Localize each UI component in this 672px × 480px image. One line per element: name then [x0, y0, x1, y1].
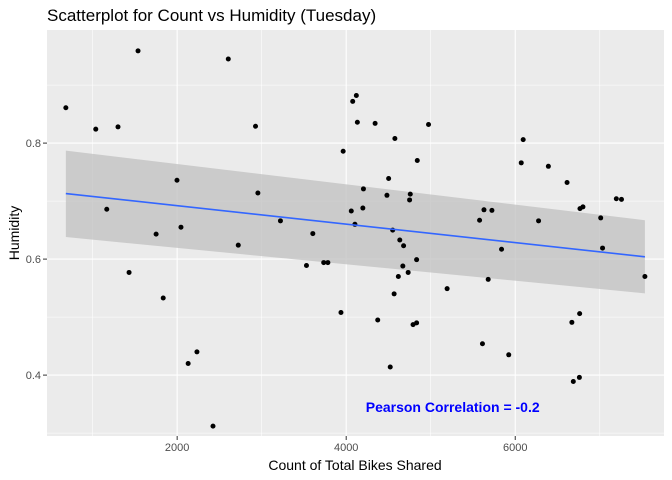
- data-point: [321, 260, 327, 266]
- regression-line: [65, 192, 645, 258]
- data-point: [210, 423, 216, 429]
- data-point: [235, 242, 241, 248]
- data-point: [618, 196, 624, 202]
- y-tick-label: 0.4: [26, 370, 41, 382]
- x-axis-title: Count of Total Bikes Shared: [268, 457, 441, 473]
- data-point: [520, 137, 526, 143]
- data-point: [499, 246, 505, 252]
- data-point: [338, 309, 344, 315]
- data-point: [225, 56, 231, 62]
- data-point: [135, 48, 141, 54]
- y-axis-title: Humidity: [6, 206, 22, 260]
- data-point: [277, 218, 283, 224]
- data-point: [353, 93, 359, 99]
- data-point: [414, 257, 420, 263]
- x-tick-label: 2000: [165, 442, 189, 454]
- data-point: [93, 126, 99, 132]
- data-point: [577, 311, 583, 317]
- data-point: [153, 231, 159, 237]
- data-point: [384, 192, 390, 198]
- data-point: [391, 291, 397, 297]
- data-point: [426, 122, 432, 128]
- data-point: [360, 186, 366, 192]
- data-point: [354, 119, 360, 125]
- data-point: [63, 105, 69, 111]
- data-point: [536, 218, 542, 224]
- data-point: [481, 207, 487, 213]
- data-point: [580, 204, 586, 210]
- data-point: [598, 215, 604, 221]
- data-point: [255, 190, 261, 196]
- data-point: [310, 231, 316, 237]
- data-point: [518, 160, 524, 166]
- data-point: [303, 262, 309, 268]
- data-point: [405, 269, 411, 275]
- data-point: [160, 295, 166, 301]
- data-point: [545, 163, 551, 169]
- data-point: [485, 276, 491, 282]
- chart-title: Scatterplot for Count vs Humidity (Tuesd…: [47, 6, 376, 25]
- data-point: [392, 135, 398, 141]
- data-point: [253, 123, 259, 129]
- data-point: [489, 207, 495, 213]
- x-tick-label: 6000: [503, 442, 527, 454]
- data-point: [414, 320, 420, 326]
- data-point: [397, 237, 403, 243]
- data-point: [407, 191, 413, 197]
- data-point: [642, 274, 648, 279]
- data-point: [400, 263, 406, 269]
- axis-ticks: 2000 4000 6000 0.4 0.6 0.8: [26, 138, 528, 454]
- data-point: [375, 317, 381, 323]
- data-point: [564, 180, 570, 186]
- data-point: [360, 205, 366, 211]
- data-point: [506, 352, 512, 358]
- data-point: [395, 274, 401, 279]
- data-point: [407, 197, 413, 203]
- y-tick-label: 0.8: [26, 138, 41, 150]
- data-point: [185, 361, 191, 366]
- data-point: [348, 208, 354, 214]
- data-point: [372, 120, 378, 126]
- data-point: [387, 364, 393, 370]
- data-point: [414, 158, 420, 163]
- data-point: [576, 374, 582, 380]
- data-point: [479, 341, 485, 347]
- data-point: [325, 260, 331, 266]
- pearson-annotation: Pearson Correlation = -0.2: [366, 399, 540, 415]
- data-point: [178, 224, 184, 230]
- data-point: [386, 175, 392, 181]
- data-point: [613, 196, 619, 202]
- data-point: [477, 217, 483, 223]
- data-points: [63, 48, 648, 429]
- data-point: [444, 286, 450, 292]
- data-point: [115, 124, 121, 130]
- data-point: [340, 148, 346, 154]
- data-point: [194, 349, 200, 355]
- data-point: [600, 245, 606, 251]
- data-point: [570, 378, 576, 384]
- y-tick-label: 0.6: [26, 254, 41, 266]
- data-point: [350, 98, 356, 104]
- data-point: [174, 177, 180, 183]
- x-tick-label: 4000: [334, 442, 358, 454]
- data-point: [126, 269, 132, 275]
- data-point: [569, 319, 575, 325]
- data-point: [104, 206, 110, 212]
- data-point: [401, 243, 407, 249]
